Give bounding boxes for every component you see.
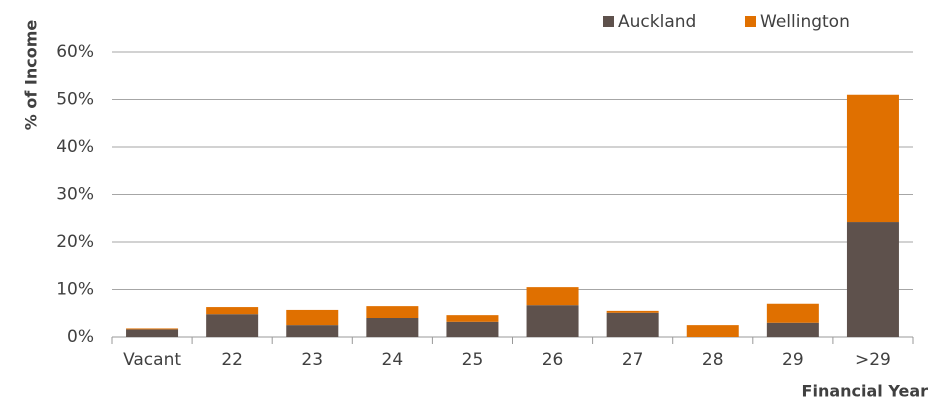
legend-swatch [745,16,756,27]
bar-segment [126,329,179,337]
y-tick-label: 30% [56,185,94,205]
bar-segment [766,303,819,323]
bar-segment [846,94,899,223]
x-tick-label: 24 [382,350,404,370]
bar-segment [446,321,499,337]
bar-segment [766,322,819,337]
x-tick-label: 23 [301,350,323,370]
y-tick-label: 50% [56,90,94,110]
x-axis-title: Financial Year [802,382,929,401]
y-tick-label: 40% [56,137,94,157]
y-tick-label: 10% [56,280,94,300]
y-tick-label: 60% [56,42,94,62]
x-tick-label: 22 [221,350,243,370]
y-axis-title: % of Income [22,20,41,131]
bar-segment [606,310,659,313]
bar-segment [366,318,419,337]
bar-segment [206,314,259,337]
bar-segment [286,309,339,326]
bar-segment [126,328,179,330]
x-tick-label: 25 [462,350,484,370]
bar-segment [286,325,339,337]
x-tick-label: Vacant [123,350,181,370]
legend-swatch [603,16,614,27]
y-tick-label: 20% [56,232,94,252]
bar-segment [366,306,419,318]
bar-segment [526,287,579,306]
bar-segment [686,325,739,337]
x-tick-label: 29 [782,350,804,370]
bar-segment [206,307,259,315]
x-tick-label: 28 [702,350,724,370]
legend-label: Auckland [618,12,696,32]
bar-segment [526,305,579,337]
bar-segment [846,222,899,337]
y-tick-label: 0% [67,327,94,347]
bar-segment [446,315,499,322]
bar-segment [606,312,659,337]
x-tick-label: 27 [622,350,644,370]
legend-label: Wellington [760,12,850,32]
x-tick-label: 26 [542,350,564,370]
x-tick-label: >29 [855,350,891,370]
